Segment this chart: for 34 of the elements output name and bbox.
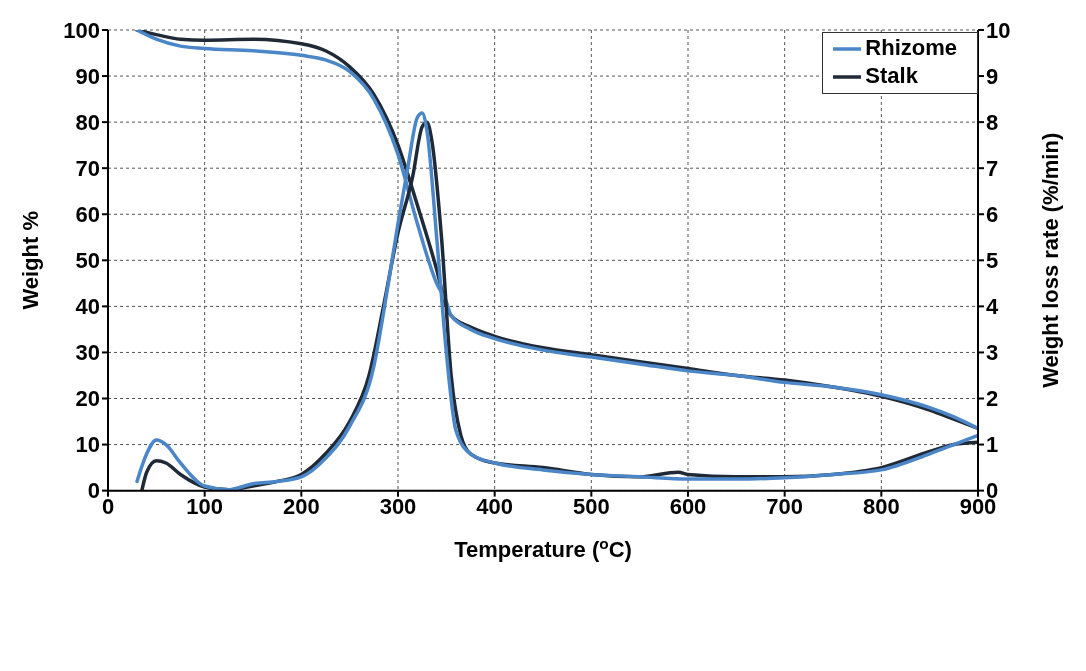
legend-label: Stalk	[865, 63, 918, 89]
y-axis-title: Weight %	[18, 211, 43, 310]
x-tick-label: 400	[476, 494, 514, 520]
x-axis-title: Temperature ($^{o}$C)	[454, 534, 632, 562]
x-tick-label: 200	[282, 494, 320, 520]
x-tick-label: 800	[862, 494, 900, 520]
y-tick-label: 70	[75, 156, 100, 181]
y-tick-label: 90	[75, 63, 100, 89]
y-tick-label: 40	[75, 294, 100, 320]
y-tick-label: 80	[75, 109, 100, 135]
y2-tick-label: 4	[986, 294, 999, 320]
y2-tick-label: 7	[986, 156, 999, 181]
y-tick-label: 50	[75, 248, 100, 274]
y2-tick-label: 6	[986, 202, 999, 228]
y2-tick-label: 8	[986, 109, 999, 135]
x-tick-label: 100	[186, 494, 224, 520]
y-tick-label: 60	[75, 202, 100, 228]
y2-tick-label: 10	[986, 17, 1011, 43]
y-tick-label: 100	[63, 17, 100, 43]
legend-label: Rhizome	[865, 35, 957, 60]
x-tick-label: 600	[669, 494, 707, 520]
y2-tick-label: 2	[986, 386, 999, 412]
x-tick-label: 500	[572, 494, 610, 520]
x-tick-label: 700	[766, 494, 804, 520]
y2-axis-title: Weight loss rate (%/min)	[1038, 132, 1063, 388]
y-tick-label: 0	[87, 478, 100, 504]
y-tick-label: 30	[75, 340, 100, 366]
y2-tick-label: 5	[986, 248, 999, 274]
y-tick-label: 20	[75, 386, 100, 412]
x-tick-label: 300	[379, 494, 417, 520]
y2-tick-label: 9	[986, 63, 999, 89]
y2-tick-label: 3	[986, 340, 999, 366]
y2-tick-label: 1	[986, 432, 999, 458]
y-tick-label: 10	[75, 432, 100, 458]
